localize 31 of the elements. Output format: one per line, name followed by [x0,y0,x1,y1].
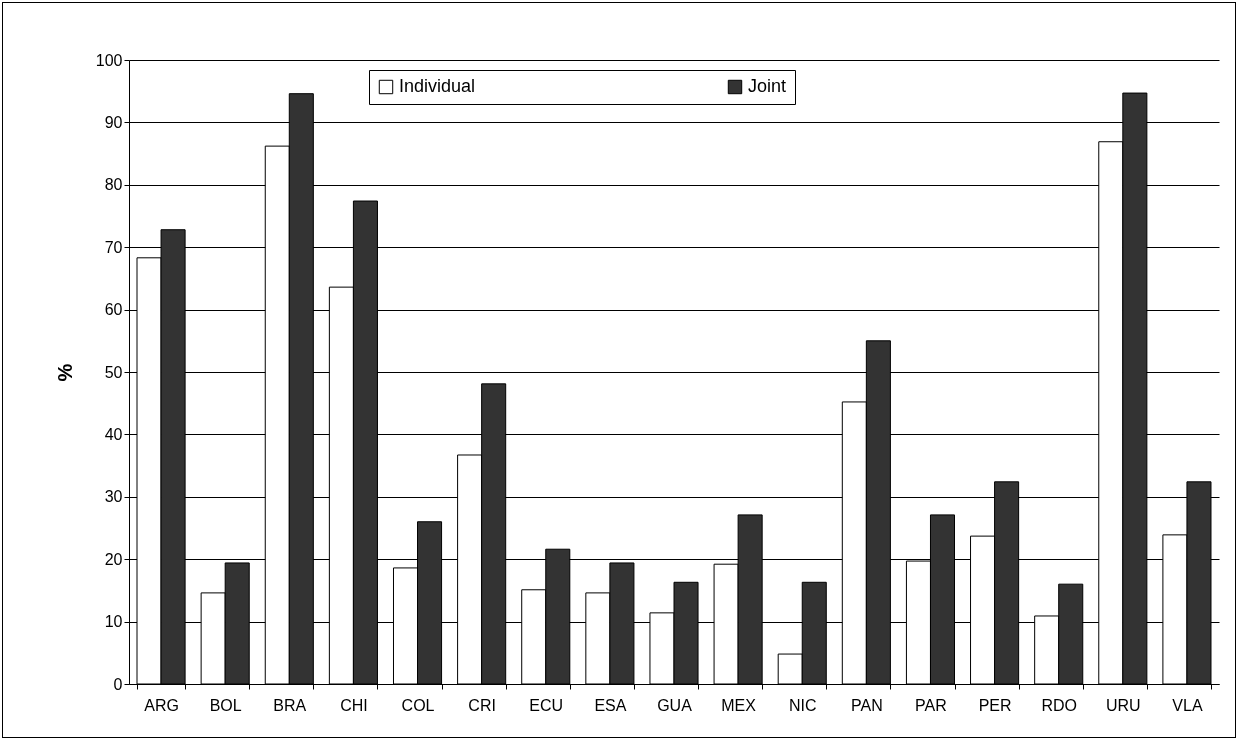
x-tick-label: RDO [1041,696,1077,714]
y-tick-label: 60 [104,301,123,319]
y-tick-label: 90 [104,113,123,131]
y-tick-label: 30 [104,488,123,506]
x-tick-label: ECU [529,696,564,714]
x-tick-label: URU [1105,696,1141,714]
x-tick-label: MEX [721,696,757,714]
legend-label: Individual [399,76,476,96]
y-tick-label: 10 [104,613,123,631]
legend-label: Joint [748,76,787,96]
x-tick-label: VLA [1172,696,1203,714]
y-tick-label: 50 [104,363,123,381]
y-axis-title: % [53,363,76,382]
x-tick-label: BRA [273,696,307,714]
x-tick-label: CHI [340,696,368,714]
y-tick-label: 100 [95,51,123,69]
y-tick-label: 40 [104,425,123,443]
x-tick-label: PER [978,696,1012,714]
y-tick-label: 20 [104,550,123,568]
x-tick-label: BOL [209,696,242,714]
x-tick-label: COL [401,696,435,714]
x-tick-label: ARG [144,696,179,714]
y-tick-label: 70 [104,238,123,256]
x-tick-label: NIC [788,696,817,714]
x-tick-label: PAN [850,696,883,714]
x-tick-label: CRI [468,696,496,714]
x-tick-label: ESA [594,696,627,714]
x-tick-label: GUA [657,696,693,714]
y-tick-label: 0 [113,675,123,693]
x-tick-label: PAR [915,696,947,714]
y-tick-label: 80 [104,176,123,194]
